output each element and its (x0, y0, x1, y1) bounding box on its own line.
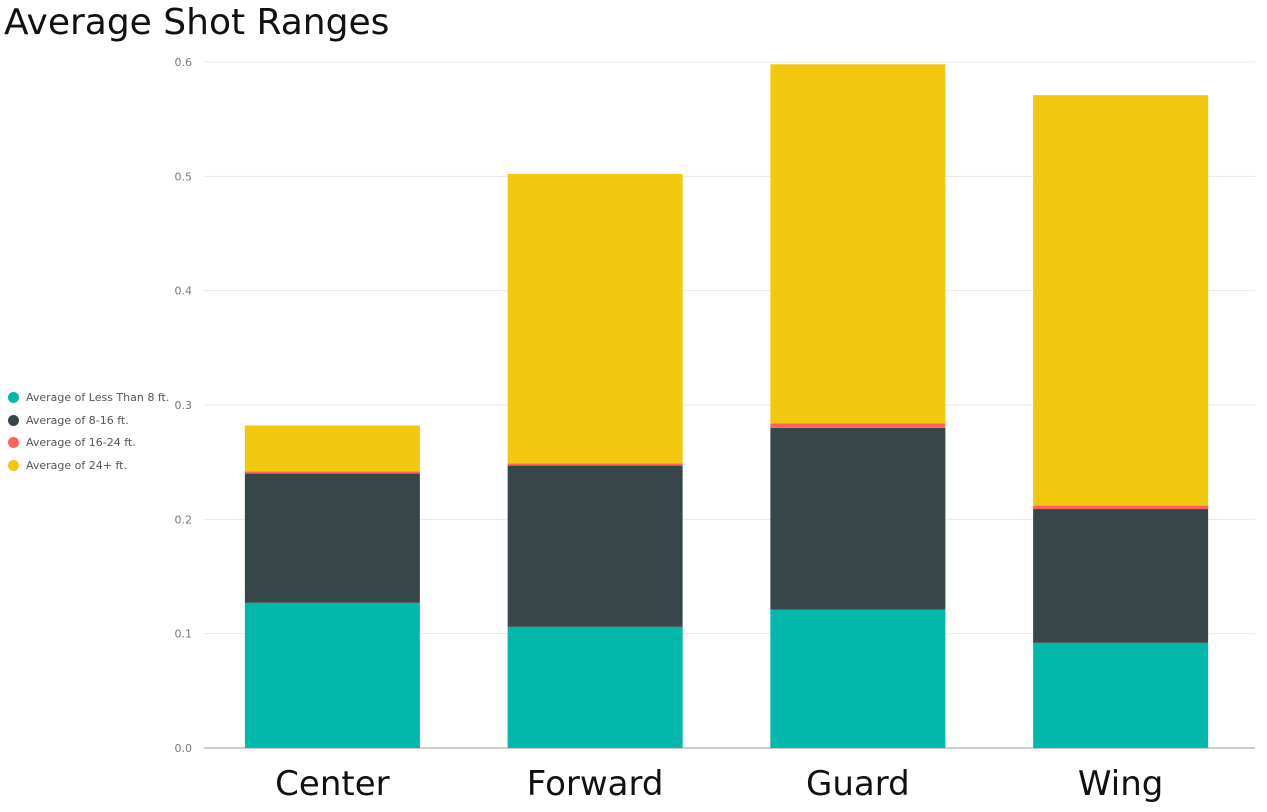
y-tick-label: 0.3 (175, 399, 193, 412)
y-tick-label: 0.1 (175, 628, 193, 641)
bar-segment[interactable] (770, 609, 946, 748)
legend-label: Average of 8-16 ft. (26, 413, 129, 427)
x-category-label: Wing (1078, 764, 1163, 804)
y-tick-label: 0.4 (175, 285, 193, 298)
legend-dot (8, 414, 19, 426)
legend-label: Average of 24+ ft. (26, 458, 127, 472)
bar-segment[interactable] (507, 626, 683, 748)
bar-segment[interactable] (1033, 505, 1209, 510)
bar-segment[interactable] (770, 427, 946, 610)
bar-segment[interactable] (770, 423, 946, 428)
bar-segment[interactable] (507, 174, 683, 464)
y-tick-label: 0.0 (175, 742, 193, 755)
bar-segment[interactable] (244, 473, 420, 603)
legend: Average of Less Than 8 ft. Average of 8-… (8, 386, 169, 477)
bar-segment[interactable] (1033, 509, 1209, 643)
legend-item[interactable]: Average of 24+ ft. (8, 454, 169, 477)
bar-segment[interactable] (244, 471, 420, 474)
legend-dot (8, 459, 19, 471)
bar-segment[interactable] (507, 463, 683, 466)
bar-segment[interactable] (1033, 642, 1209, 748)
y-tick-label: 0.6 (175, 56, 193, 69)
y-tick-label: 0.5 (175, 170, 193, 183)
y-tick-label: 0.2 (175, 513, 193, 526)
bar-segment[interactable] (244, 602, 420, 748)
legend-dot (8, 437, 19, 449)
bar-segment[interactable] (507, 465, 683, 627)
x-category-label: Center (275, 764, 389, 804)
legend-item[interactable]: Average of 8-16 ft. (8, 409, 169, 432)
bar-segment[interactable] (244, 425, 420, 472)
x-category-label: Forward (527, 764, 664, 804)
chart-title: Average Shot Ranges (4, 2, 390, 43)
legend-item[interactable]: Average of Less Than 8 ft. (8, 386, 169, 409)
legend-item[interactable]: Average of 16-24 ft. (8, 431, 169, 454)
bar-segment[interactable] (1033, 95, 1209, 506)
legend-dot (8, 391, 19, 403)
legend-label: Average of Less Than 8 ft. (26, 390, 170, 404)
x-category-label: Guard (806, 764, 910, 804)
legend-label: Average of 16-24 ft. (26, 436, 136, 450)
bar-segment[interactable] (770, 64, 946, 424)
